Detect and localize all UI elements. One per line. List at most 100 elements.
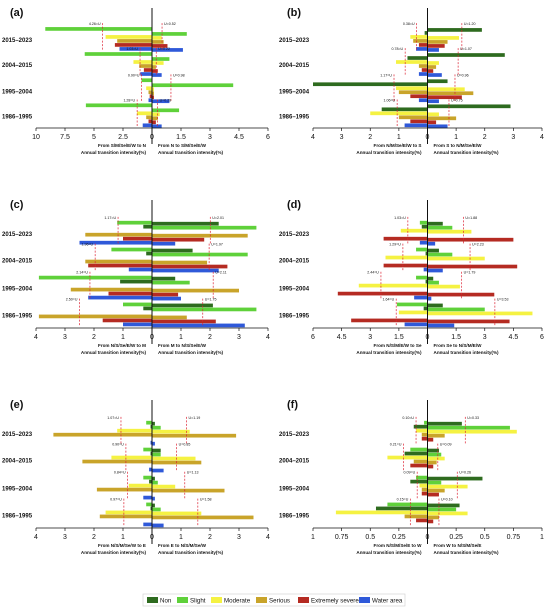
right-axis-title: Annual transition intensity(%) <box>158 550 224 555</box>
legend-swatch-water <box>359 597 370 603</box>
bar-left-extreme <box>149 94 152 99</box>
uniform-label-left: 2.50=U <box>66 298 78 302</box>
bar-left-water <box>128 267 152 272</box>
bar-right-slight <box>427 452 442 457</box>
bar-right-slight <box>427 280 439 285</box>
bar-left-non <box>413 424 428 429</box>
tick-label: 3 <box>511 134 515 141</box>
panel-d: (d) 2015–2023 2004–2015 1995–2004 1986–1995 1… <box>279 199 544 355</box>
left-axis-title: From N/M/Se/E/W to S <box>374 143 422 148</box>
bar-left-serious <box>404 514 428 519</box>
bar-right-moderate <box>427 61 439 65</box>
bar-left-serious <box>398 115 428 120</box>
bar-left-extreme <box>351 318 428 323</box>
bar-left-moderate <box>105 35 152 39</box>
bar-left-slight <box>424 420 428 425</box>
tick-label: 3 <box>63 334 67 341</box>
bar-left-serious <box>53 432 152 437</box>
bar-left-moderate <box>136 111 152 116</box>
tick-label: 2 <box>92 334 96 341</box>
bar-left-moderate <box>146 86 152 91</box>
bar-left-moderate <box>128 483 152 488</box>
right-axis-title: Annual transition intensity(%) <box>434 550 500 555</box>
uniform-label-left: 2.14=U <box>76 271 88 275</box>
bar-left-moderate <box>111 455 152 460</box>
bar-left-serious <box>146 115 152 120</box>
tick-label: 4 <box>34 334 38 341</box>
left-axis-title: Annual transition intensity(%) <box>356 550 422 555</box>
bar-right-serious <box>152 116 158 121</box>
right-axis-title: From S to N/M/Se/E/W <box>434 143 483 148</box>
panel-label: (b) <box>287 7 301 19</box>
bar-left-non <box>143 224 152 229</box>
bar-right-non <box>427 276 434 281</box>
bar-right-serious <box>152 315 187 320</box>
legend-swatch-extreme <box>298 597 309 603</box>
tick-label: 0 <box>426 134 430 141</box>
bar-right-non <box>427 28 482 32</box>
uniform-label-left: 1.07=U <box>107 416 119 420</box>
uniform-label-left: 0.21=U <box>390 443 402 447</box>
bar-right-extreme <box>152 237 205 242</box>
bar-left-serious <box>85 232 152 237</box>
bar-right-serious <box>152 488 225 493</box>
tick-label: 1 <box>311 534 315 541</box>
bar-right-water <box>427 296 432 301</box>
tick-label: 3 <box>208 134 212 141</box>
tick-label: 0.5 <box>480 534 490 541</box>
bar-left-non <box>150 424 152 429</box>
tick-label: 2 <box>92 534 96 541</box>
bar-left-serious <box>117 39 152 43</box>
category-label: 1986–1995 <box>2 114 33 120</box>
tick-label: 3 <box>237 534 241 541</box>
right-axis-title: From W to N/S/M/Se/E <box>434 543 482 548</box>
tick-label: 6 <box>266 134 270 141</box>
bar-left-slight <box>38 275 152 280</box>
bar-right-non <box>427 476 483 481</box>
tick-label: 10 <box>32 134 40 141</box>
tick-label: 4 <box>311 134 315 141</box>
bar-right-moderate <box>427 484 468 489</box>
category-label: 1995–2004 <box>279 89 310 95</box>
tick-label: 5 <box>92 134 96 141</box>
bar-left-moderate <box>400 228 428 233</box>
bar-right-serious <box>427 488 445 493</box>
bar-left-non <box>150 451 152 456</box>
bar-right-moderate <box>152 429 190 434</box>
tick-label: 1.5 <box>176 134 186 141</box>
bar-left-water <box>143 495 152 500</box>
bar-right-water <box>427 99 439 104</box>
uniform-label-left: 1.03=U <box>394 216 406 220</box>
tick-label: 1 <box>121 334 125 341</box>
bar-right-water <box>427 73 442 77</box>
legend-label-non: Non <box>160 598 172 605</box>
uniform-label-left: 4.26=U <box>89 22 101 26</box>
bar-right-slight <box>427 507 457 512</box>
bar-left-slight <box>396 302 428 307</box>
bar-left-serious <box>139 64 152 68</box>
right-axis-title: From E to N/S/M/Se/W <box>158 543 207 548</box>
uniform-label-right: U=0.29 <box>160 98 172 102</box>
bar-left-serious <box>85 259 152 264</box>
category-label: 1995–2004 <box>279 287 310 293</box>
bar-right-serious <box>152 233 248 238</box>
bar-right-non <box>427 421 462 426</box>
bar-right-extreme <box>427 464 434 469</box>
bar-left-extreme <box>416 518 428 523</box>
uniform-label-right: U=2.11 <box>215 271 226 275</box>
bar-right-serious <box>152 433 237 438</box>
category-label: 2004–2015 <box>279 259 310 265</box>
panel-label: (d) <box>287 199 301 211</box>
uniform-label-left: 1.03=U <box>126 47 138 51</box>
panel-f: (f) 2015–2023 2004–2015 1995–2004 1986–1995 0… <box>279 399 544 555</box>
bar-right-slight <box>152 108 180 113</box>
bar-left-non <box>423 306 428 311</box>
uniform-label-left: 0.38=U <box>403 22 415 26</box>
uniform-label-left: 0.97=U <box>110 498 122 502</box>
uniform-label-left: 1.17=U <box>380 73 392 77</box>
bar-right-extreme <box>427 437 434 442</box>
category-label: 2004–2015 <box>2 63 33 69</box>
bar-right-extreme <box>152 95 154 100</box>
bar-right-moderate <box>427 256 485 261</box>
